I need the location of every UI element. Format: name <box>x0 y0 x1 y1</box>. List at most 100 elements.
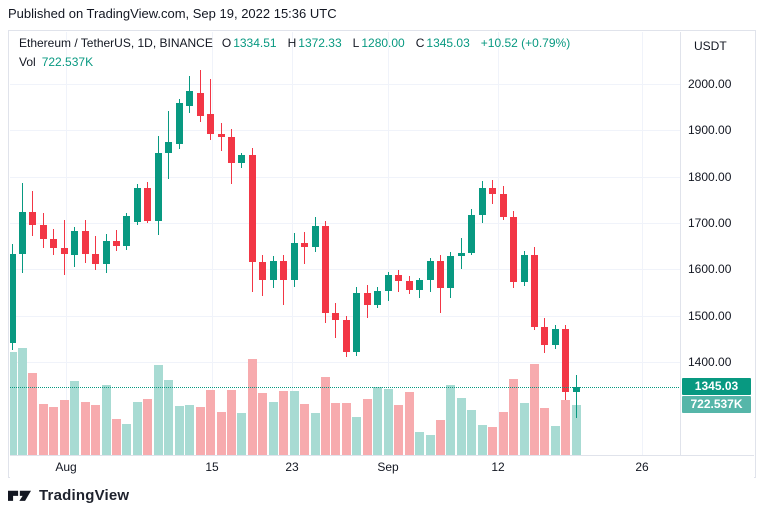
volume-bar <box>59 399 69 455</box>
high-label: H <box>287 36 297 50</box>
last-volume-badge: 722.537K <box>682 396 751 414</box>
price-tick-label: 1400.00 <box>688 354 732 369</box>
volume-bar <box>310 412 320 455</box>
candle-body <box>18 212 26 255</box>
volume-bar <box>17 348 27 455</box>
volume-bar <box>28 372 38 455</box>
volume-bar <box>540 408 550 455</box>
candle-wick <box>116 229 117 251</box>
candle-body <box>144 188 152 222</box>
volume-bar <box>143 399 153 455</box>
volume-bar <box>38 403 48 455</box>
candle-wick <box>95 235 97 271</box>
candle-body <box>436 260 444 288</box>
time-tick-label: Sep <box>377 460 399 474</box>
volume-bar <box>550 426 560 455</box>
candle-body <box>60 247 68 255</box>
volume-bar <box>122 423 132 455</box>
volume-bar <box>425 435 435 455</box>
volume-bar <box>112 419 121 455</box>
chart-pane[interactable] <box>10 32 683 455</box>
candle-body <box>113 240 120 247</box>
candle-body <box>238 155 246 163</box>
time-axis[interactable]: Aug 15 23 Sep 12 26 <box>10 455 754 478</box>
volume-bar <box>321 377 330 455</box>
volume-bar <box>352 417 362 455</box>
candle-wick <box>220 123 222 152</box>
legend-row-symbol: Ethereum / TetherUS, 1D, BINANCE O 1334.51… <box>19 36 572 50</box>
volume-bar <box>101 384 111 455</box>
volume-bar <box>394 404 404 455</box>
candle-wick <box>335 302 337 338</box>
price-tick-label: 1600.00 <box>688 262 732 277</box>
candle-body <box>468 215 476 253</box>
candle-body <box>541 327 549 346</box>
candle-body <box>551 328 559 346</box>
candle-body <box>572 387 580 393</box>
volume-bar <box>498 412 508 455</box>
candle-body <box>510 217 518 282</box>
candle-body <box>175 103 183 145</box>
candle-body <box>50 238 58 248</box>
volume-bar <box>446 384 456 455</box>
candle-body <box>10 254 16 343</box>
candle-body <box>332 312 340 320</box>
candle-wick <box>304 232 306 264</box>
candle-body <box>248 155 256 263</box>
candle-body <box>416 279 424 290</box>
price-axis[interactable]: USDT 1345.03 722.537K 2000.00 1900.00 1800… <box>680 32 754 455</box>
candle-body <box>92 253 100 264</box>
volume-bar <box>456 397 466 455</box>
volume-bar <box>195 406 205 455</box>
volume-value: 722.537K <box>41 55 94 69</box>
volume-bar <box>70 381 80 455</box>
volume-bar <box>477 424 487 455</box>
candle-body <box>39 225 47 239</box>
open-label: O <box>221 36 232 50</box>
candle-body <box>207 114 215 135</box>
grid-line-vertical <box>642 32 643 455</box>
candle-body <box>363 292 371 305</box>
candle-body <box>186 91 194 106</box>
candle-body <box>133 188 141 223</box>
volume-bar <box>91 404 101 455</box>
grid-line-horizontal <box>10 130 683 132</box>
candle-body <box>29 212 37 226</box>
candle-body <box>426 260 434 280</box>
volume-bar <box>10 351 17 455</box>
volume-bar <box>216 412 226 455</box>
candle-body <box>102 240 110 264</box>
price-tick-label: 1800.00 <box>688 169 732 184</box>
grid-line-horizontal <box>10 176 683 178</box>
volume-bar <box>561 399 571 455</box>
candle-body <box>322 225 329 313</box>
candle-wick <box>575 374 577 418</box>
open-value: 1334.51 <box>233 36 277 50</box>
volume-bar <box>362 399 372 455</box>
volume-bar <box>132 401 142 455</box>
last-price-badge: 1345.03 <box>682 378 751 396</box>
candle-body <box>531 254 538 328</box>
candle-body <box>227 137 235 163</box>
candle-body <box>395 275 403 281</box>
last-price-line <box>10 387 683 389</box>
high-value: 1372.33 <box>298 36 342 50</box>
legend-row-volume: Vol 722.537K <box>19 55 572 69</box>
close-value: 1345.03 <box>426 36 470 50</box>
grid-line-vertical <box>212 32 213 455</box>
candle-body <box>499 193 507 218</box>
candle-wick <box>398 270 400 292</box>
footer: TradingView <box>8 487 129 504</box>
candle-body <box>217 134 225 138</box>
volume-bar <box>258 392 268 455</box>
candle-wick <box>210 79 212 140</box>
tradingview-logo-icon[interactable] <box>8 489 31 503</box>
volume-bar <box>415 432 425 455</box>
candle-body <box>405 280 413 290</box>
change-value: +10.52 (+0.79%) <box>480 36 571 50</box>
low-label: L <box>352 36 360 50</box>
brand-wordmark[interactable]: TradingView <box>39 487 130 504</box>
volume-bar <box>519 403 529 455</box>
grid-line-horizontal <box>10 361 683 363</box>
